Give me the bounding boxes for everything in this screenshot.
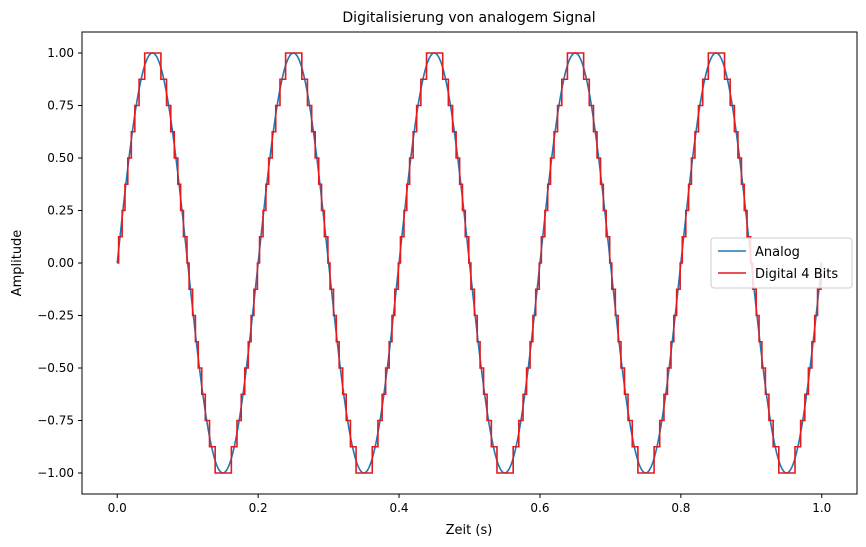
- legend-label-analog: Analog: [755, 245, 800, 260]
- y-tick-label: 1.00: [47, 46, 74, 60]
- x-tick-label: 0.8: [671, 501, 690, 515]
- y-tick-label: 0.75: [47, 99, 74, 113]
- x-axis: 0.0 0.2 0.4 0.6 0.8 1.0: [108, 494, 831, 515]
- y-tick-label: 0.50: [47, 151, 74, 165]
- legend: Analog Digital 4 Bits: [710, 237, 853, 289]
- x-tick-label: 0.2: [249, 501, 268, 515]
- x-tick-label: 1.0: [812, 501, 831, 515]
- y-tick-label: −1.00: [37, 466, 74, 480]
- chart-title: Digitalisierung von analogem Signal: [342, 10, 595, 26]
- y-tick-label: −0.75: [37, 414, 74, 428]
- x-tick-label: 0.6: [530, 501, 549, 515]
- legend-box: [710, 237, 853, 289]
- y-tick-label: −0.25: [37, 309, 74, 323]
- series-line-digital: [117, 52, 822, 474]
- legend-label-digital: Digital 4 Bits: [755, 267, 838, 282]
- y-tick-label: 0.00: [47, 256, 74, 270]
- y-axis-label: Amplitude: [10, 230, 25, 297]
- y-axis: −1.00 −0.75 −0.50 −0.25 0.00 0.25 0.50 0.75 1.00: [37, 46, 82, 480]
- y-tick-label: 0.25: [47, 204, 74, 218]
- x-axis-label: Zeit (s): [446, 523, 493, 538]
- x-tick-label: 0.0: [108, 501, 127, 515]
- x-tick-label: 0.4: [389, 501, 408, 515]
- y-tick-label: −0.50: [37, 361, 74, 375]
